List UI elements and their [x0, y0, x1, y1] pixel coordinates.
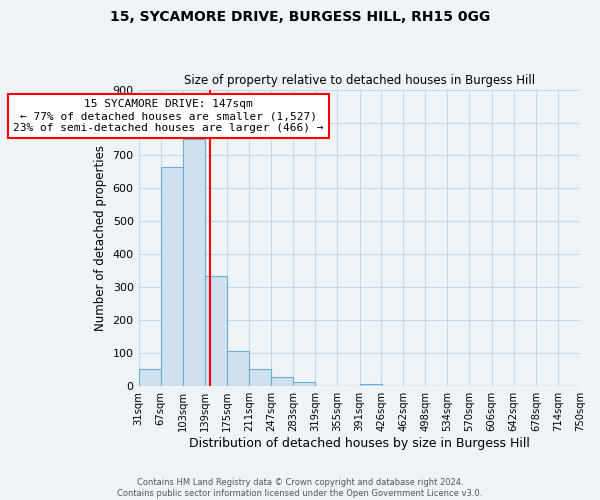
Text: 15, SYCAMORE DRIVE, BURGESS HILL, RH15 0GG: 15, SYCAMORE DRIVE, BURGESS HILL, RH15 0…	[110, 10, 490, 24]
Title: Size of property relative to detached houses in Burgess Hill: Size of property relative to detached ho…	[184, 74, 535, 87]
Bar	[227, 351, 249, 386]
Bar	[183, 139, 205, 386]
Bar	[161, 167, 183, 386]
Bar	[359, 384, 382, 386]
Text: Contains HM Land Registry data © Crown copyright and database right 2024.
Contai: Contains HM Land Registry data © Crown c…	[118, 478, 482, 498]
Text: 15 SYCAMORE DRIVE: 147sqm
← 77% of detached houses are smaller (1,527)
23% of se: 15 SYCAMORE DRIVE: 147sqm ← 77% of detac…	[13, 100, 324, 132]
Bar	[293, 382, 316, 386]
Bar	[249, 369, 271, 386]
Bar	[139, 369, 161, 386]
Y-axis label: Number of detached properties: Number of detached properties	[94, 145, 107, 331]
Bar	[205, 276, 227, 386]
Bar	[271, 378, 293, 386]
X-axis label: Distribution of detached houses by size in Burgess Hill: Distribution of detached houses by size …	[189, 437, 530, 450]
